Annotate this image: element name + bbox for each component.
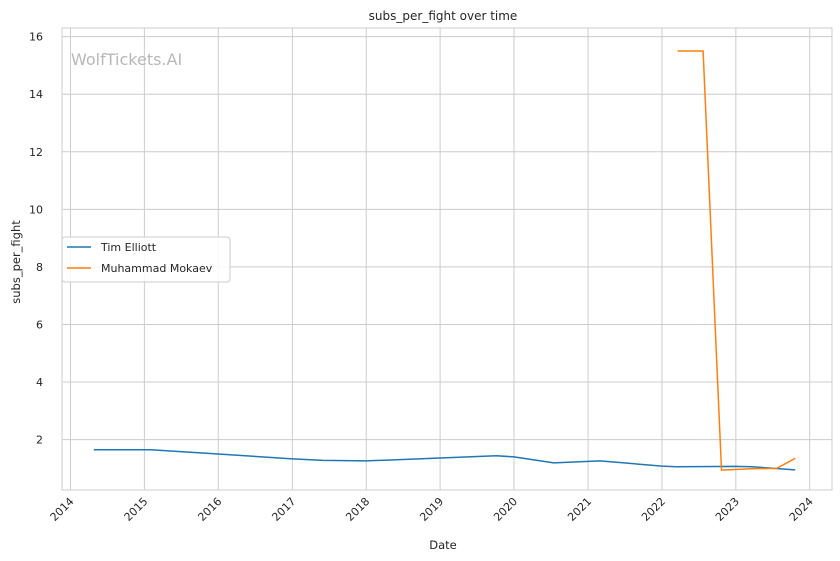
x-tick-label: 2022 <box>639 495 668 524</box>
grid-lines <box>62 28 832 490</box>
y-tick-label: 8 <box>36 261 43 274</box>
series-line-tim-elliott <box>93 448 796 471</box>
x-tick-label: 2014 <box>48 495 77 524</box>
x-tick-label: 2021 <box>565 495 594 524</box>
x-tick-label: 2017 <box>269 495 298 524</box>
x-tick-label: 2020 <box>491 495 520 524</box>
x-tick-label: 2019 <box>417 495 446 524</box>
y-tick-label: 4 <box>36 376 43 389</box>
y-tick-label: 12 <box>29 146 43 159</box>
chart-title: subs_per_fight over time <box>369 9 518 23</box>
series-layer <box>93 50 796 471</box>
legend: Tim Elliott Muhammad Mokaev <box>61 236 231 283</box>
y-axis-title: subs_per_fight <box>9 220 23 304</box>
x-tick-label: 2016 <box>195 495 224 524</box>
y-tick-label: 2 <box>36 434 43 447</box>
series-line-muhammad-mokaev <box>677 50 796 471</box>
y-tick-label: 6 <box>36 318 43 331</box>
x-tick-label: 2015 <box>122 495 151 524</box>
x-tick-label: 2024 <box>787 495 816 524</box>
watermark: WolfTickets.AI <box>71 50 182 69</box>
y-tick-label: 10 <box>29 203 43 216</box>
legend-label-tim-elliott: Tim Elliott <box>100 241 157 254</box>
y-tick-label: 16 <box>29 31 43 44</box>
x-axis-title: Date <box>429 538 457 552</box>
y-tick-label: 14 <box>29 88 43 101</box>
x-tick-labels: 2014 2015 2016 2017 2018 2019 2020 2021 2022 2023… <box>48 495 816 524</box>
y-tick-labels: 2 4 6 8 10 12 14 16 <box>29 31 43 447</box>
x-tick-label: 2023 <box>713 495 742 524</box>
legend-box <box>61 236 231 283</box>
legend-label-muhammad-mokaev: Muhammad Mokaev <box>101 262 213 275</box>
x-tick-label: 2018 <box>343 495 372 524</box>
